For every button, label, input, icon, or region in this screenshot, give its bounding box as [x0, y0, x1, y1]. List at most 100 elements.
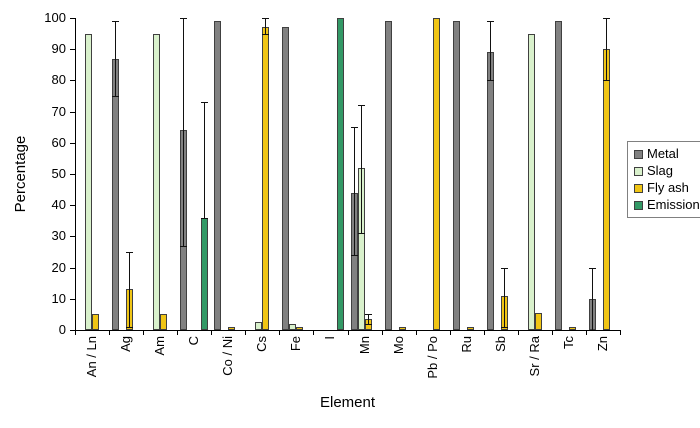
x-axis-category-label-co-ni: Co / Ni [220, 336, 236, 376]
x-axis-tick [347, 331, 349, 335]
bar-fly-ash-zn [602, 49, 610, 330]
error-bar-metal-zn-cap-top [588, 267, 596, 269]
x-axis-category-label-c: C [186, 336, 202, 346]
x-axis-title: Element [319, 394, 376, 411]
x-axis-tick [381, 331, 383, 335]
error-bar-fly-ash-ag [129, 252, 131, 327]
bar-fly-ash-ru [466, 326, 474, 330]
error-bar-fly-ash-sb-cap-top [500, 267, 508, 269]
y-axis-tick-label: 30 [51, 228, 66, 244]
legend-item-emission: Emission [634, 198, 700, 212]
y-axis-tick [70, 111, 75, 113]
error-bar-slag-mn [360, 105, 362, 234]
bar-fly-ash-an-ln [92, 314, 100, 330]
error-bar-emission-c-cap-top [201, 102, 209, 104]
error-bar-metal-sb-cap-bottom [486, 80, 494, 82]
bar-slag-cs [255, 322, 263, 330]
y-axis-tick [70, 298, 75, 300]
error-bar-fly-ash-cs [265, 18, 267, 34]
x-axis-category-label-cs: Cs [254, 336, 270, 352]
legend-swatch-emission [634, 200, 643, 210]
x-axis-category-label-zn: Zn [594, 336, 610, 352]
error-bar-fly-ash-zn [605, 18, 607, 81]
y-axis-tick [70, 80, 75, 82]
error-bar-slag-mn-cap-top [357, 105, 365, 107]
error-bar-metal-zn [591, 267, 593, 330]
x-axis-tick [245, 331, 247, 335]
bar-fly-ash-co-ni [228, 326, 236, 330]
error-bar-fly-ash-cs-cap-top [262, 18, 270, 19]
error-bar-metal-c [183, 18, 185, 246]
bar-fly-ash-tc [568, 326, 576, 330]
error-bar-metal-sb-cap-top [486, 21, 494, 23]
y-axis-tick-label: 50 [51, 166, 66, 181]
x-axis-tick [75, 331, 76, 335]
bar-fly-ash-sr-ra [534, 312, 542, 330]
x-axis-tick [143, 331, 145, 335]
x-axis-tick [517, 331, 519, 335]
y-axis-tick-label: 80 [51, 72, 66, 88]
error-bar-fly-ash-ag-cap-bottom [126, 326, 134, 328]
x-axis-category-label-am: Am [152, 336, 168, 356]
bar-slag-am [153, 33, 161, 330]
legend: Metal Slag Fly ash Emission [627, 141, 700, 218]
x-axis-category-label-ru: Ru [458, 336, 474, 353]
legend-item-fly-ash: Fly ash [634, 181, 700, 195]
x-axis-category-label-i: I [322, 336, 338, 340]
legend-label-fly-ash: Fly ash [647, 180, 689, 195]
y-axis-tick-label: 10 [51, 290, 66, 306]
bar-fly-ash-am [160, 314, 168, 330]
error-bar-emission-c-cap-bottom [201, 217, 209, 219]
error-bar-fly-ash-zn-cap-bottom [602, 80, 610, 82]
bar-slag-an-ln [85, 33, 93, 330]
bar-fly-ash-pb-po [432, 18, 440, 330]
x-axis-category-label-ag: Ag [118, 336, 134, 352]
error-bar-metal-mn-cap-bottom [350, 255, 358, 257]
bar-metal-mo [384, 21, 392, 330]
x-axis-tick [415, 331, 417, 335]
legend-label-metal: Metal [647, 146, 679, 161]
bar-metal-sb [486, 52, 494, 330]
error-bar-fly-ash-mn-cap-top [364, 314, 372, 316]
x-axis-category-label-an-ln: An / Ln [84, 336, 100, 378]
legend-label-emission: Emission [647, 197, 700, 212]
x-axis-tick [551, 331, 553, 335]
error-bar-fly-ash-zn-cap-top [602, 18, 610, 19]
x-axis-category-label-fe: Fe [288, 336, 304, 352]
x-axis-category-label-mn: Mn [356, 336, 372, 355]
error-bar-metal-ag [115, 21, 117, 96]
y-axis-tick [70, 49, 75, 51]
error-bar-metal-mn [353, 127, 355, 256]
y-axis-tick-label: 40 [51, 197, 66, 213]
x-axis-tick [109, 331, 111, 335]
bar-metal-fe [282, 27, 290, 330]
y-axis-tick-label: 60 [51, 134, 66, 150]
y-axis-tick [70, 267, 75, 269]
error-bar-metal-ag-cap-top [112, 21, 120, 23]
y-axis-tick-label: 70 [51, 103, 66, 119]
bar-emission-i [337, 18, 345, 330]
y-axis-line [75, 18, 76, 331]
error-bar-metal-c-cap-bottom [180, 245, 188, 247]
x-axis-tick [211, 331, 213, 335]
legend-swatch-metal [634, 149, 643, 159]
x-axis-tick [177, 331, 179, 335]
bar-metal-ag [112, 58, 120, 330]
y-axis-tick [70, 236, 75, 238]
error-bar-fly-ash-mn [367, 314, 369, 324]
bar-slag-sr-ra [527, 33, 535, 330]
error-bar-emission-c [204, 102, 206, 218]
error-bar-metal-ag-cap-bottom [112, 96, 120, 97]
x-axis-category-label-pb-po: Pb / Po [424, 336, 440, 379]
bar-emission-c [201, 217, 209, 330]
error-bar-slag-mn-cap-bottom [357, 233, 365, 235]
bar-fly-ash-cs [262, 27, 270, 330]
error-bar-fly-ash-cs-cap-bottom [262, 33, 270, 35]
error-bar-fly-ash-sb-cap-bottom [500, 326, 508, 328]
legend-swatch-slag [634, 166, 643, 176]
x-axis-category-label-sr-ra: Sr / Ra [526, 336, 542, 377]
x-axis-tick [279, 331, 281, 335]
error-bar-metal-c-cap-top [180, 18, 188, 19]
error-bar-metal-mn-cap-top [350, 127, 358, 129]
y-axis-tick-label: 100 [44, 10, 66, 25]
